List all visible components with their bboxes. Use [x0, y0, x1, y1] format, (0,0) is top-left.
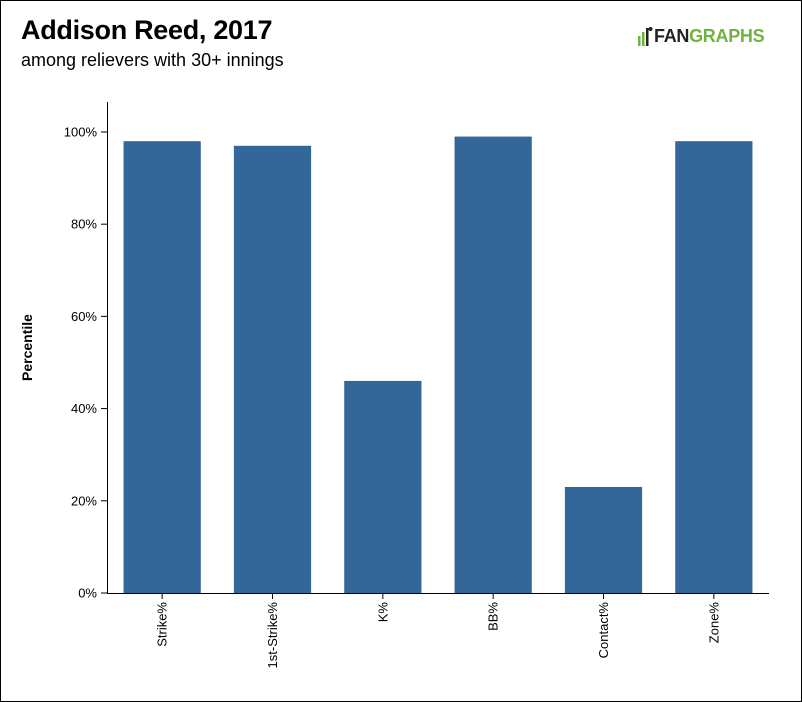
x-tick-label: Zone%	[706, 602, 721, 644]
bar-k	[344, 380, 422, 593]
logo-text-fan: FAN	[654, 25, 690, 46]
y-axis-title: Percentile	[19, 314, 35, 381]
chart-subtitle: among relievers with 30+ innings	[21, 50, 284, 70]
bars	[123, 136, 753, 594]
bar-1st-strike	[233, 145, 312, 593]
fangraphs-logo: FAN GRAPHS	[637, 23, 765, 49]
bar-zone	[675, 141, 753, 593]
x-tick-label: 1st-Strike%	[265, 602, 280, 669]
chart-title: Addison Reed, 2017	[21, 15, 273, 45]
bar-strike	[123, 141, 201, 593]
y-tick-label: 60%	[71, 309, 97, 324]
y-tick-label: 0%	[78, 586, 97, 601]
x-tick-label: Contact%	[596, 602, 611, 659]
y-axis-ticks: 0% 20% 40% 60% 80% 100%	[64, 124, 107, 601]
y-tick-label: 20%	[71, 493, 97, 508]
bar-contact	[564, 486, 643, 593]
x-tick-label: Strike%	[155, 602, 170, 647]
fangraphs-logo-icon	[638, 27, 653, 46]
logo-text-graphs: GRAPHS	[689, 25, 765, 46]
y-tick-label: 100%	[64, 124, 98, 139]
y-tick-label: 40%	[71, 401, 97, 416]
x-axis-ticks: Strike% 1st-Strike% K% BB% Contact% Zone%	[155, 593, 721, 669]
x-tick-label: K%	[375, 602, 390, 623]
x-tick-label: BB%	[486, 602, 501, 631]
bar-bb	[454, 136, 532, 594]
y-tick-label: 80%	[71, 217, 97, 232]
